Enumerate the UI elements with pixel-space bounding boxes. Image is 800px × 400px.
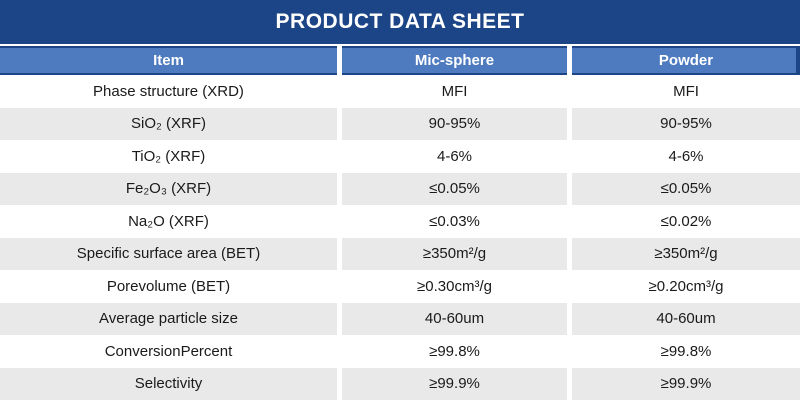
item-cell: Porevolume (BET) [0,270,337,303]
item-cell: Phase structure (XRD) [0,75,337,108]
page-title: PRODUCT DATA SHEET [275,10,525,33]
powder-cell: 4-6% [572,140,800,173]
title-divider [0,44,800,46]
mic-sphere-cell: 4-6% [342,140,567,173]
item-cell: TiO₂ (XRF) [0,140,337,173]
powder-cell: 40-60um [572,302,800,335]
powder-cell: ≤0.05% [572,172,800,205]
table-row: ConversionPercent ≥99.8% ≥99.8% [0,335,800,368]
powder-cell: ≥99.8% [572,335,800,368]
mic-sphere-cell: ≥99.8% [342,335,567,368]
mic-sphere-cell: ≥99.9% [342,367,567,400]
table-row: SiO₂ (XRF) 90-95% 90-95% [0,107,800,140]
table-row: TiO₂ (XRF) 4-6% 4-6% [0,140,800,173]
powder-cell: ≥0.20cm³/g [572,270,800,303]
table-row: Specific surface area (BET) ≥350m²/g ≥350m… [0,237,800,270]
mic-sphere-cell: ≤0.05% [342,172,567,205]
powder-cell: ≥350m²/g [572,237,800,270]
table-row: Porevolume (BET) ≥0.30cm³/g ≥0.20cm³/g [0,270,800,303]
item-cell: SiO₂ (XRF) [0,107,337,140]
table-header-row: Item Mic-sphere Powder [0,46,800,75]
mic-sphere-cell: ≥350m²/g [342,237,567,270]
powder-cell: ≤0.02% [572,205,800,238]
item-cell: Specific surface area (BET) [0,237,337,270]
column-header-mic-sphere: Mic-sphere [342,46,567,75]
column-header-item: Item [0,46,337,75]
powder-cell: MFI [572,75,800,108]
item-cell: Na₂O (XRF) [0,205,337,238]
title-bar: PRODUCT DATA SHEET [0,0,800,44]
table-row: Na₂O (XRF) ≤0.03% ≤0.02% [0,205,800,238]
mic-sphere-cell: ≥0.30cm³/g [342,270,567,303]
column-header-powder: Powder [572,46,800,75]
item-cell: Selectivity [0,367,337,400]
item-cell: Average particle size [0,302,337,335]
powder-cell: ≥99.9% [572,367,800,400]
powder-cell: 90-95% [572,107,800,140]
mic-sphere-cell: 90-95% [342,107,567,140]
item-cell: Fe₂O₃ (XRF) [0,172,337,205]
table-body: Phase structure (XRD) MFI MFI SiO₂ (XRF) 90-… [0,75,800,400]
table-row: Phase structure (XRD) MFI MFI [0,75,800,108]
mic-sphere-cell: MFI [342,75,567,108]
item-cell: ConversionPercent [0,335,337,368]
mic-sphere-cell: ≤0.03% [342,205,567,238]
table-row: Average particle size 40-60um 40-60um [0,302,800,335]
table-row: Selectivity ≥99.9% ≥99.9% [0,367,800,400]
table-row: Fe₂O₃ (XRF) ≤0.05% ≤0.05% [0,172,800,205]
mic-sphere-cell: 40-60um [342,302,567,335]
